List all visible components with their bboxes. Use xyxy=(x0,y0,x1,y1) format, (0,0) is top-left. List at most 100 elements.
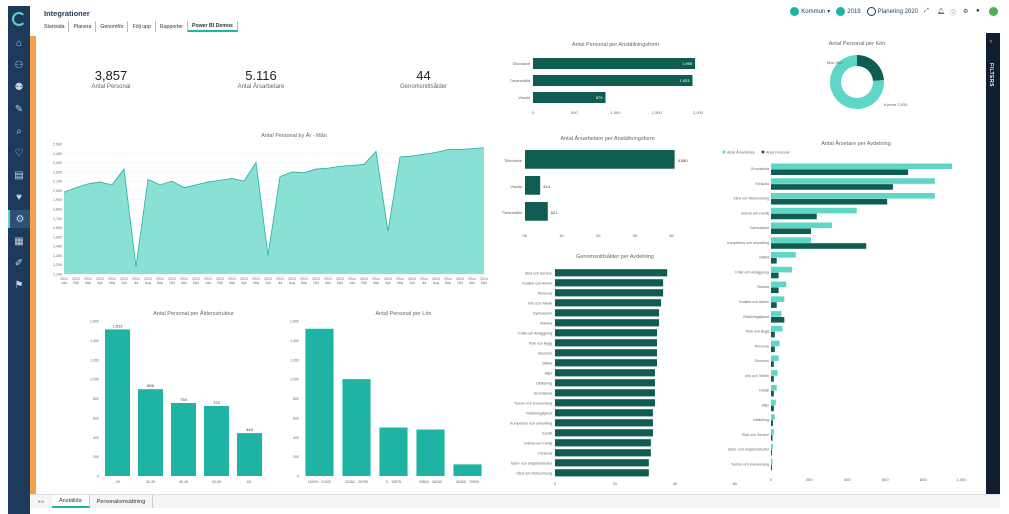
aldstr-x-tick: -29 xyxy=(115,480,120,484)
alder-bar xyxy=(555,339,657,347)
arsform-bar xyxy=(525,150,675,169)
tab-prev-icon[interactable]: ◂ ▸ xyxy=(37,498,45,505)
sidebar-org-icon[interactable]: ⚇ xyxy=(14,59,24,71)
area-y-tick: 1,200 xyxy=(53,263,62,267)
sidebar-home-icon[interactable]: ⌂ xyxy=(15,37,23,49)
aldstr-y-tick: 800 xyxy=(93,397,99,401)
avd-bar-arsarbetare xyxy=(771,207,857,214)
avd-bar-arsarbetare xyxy=(771,311,782,317)
arsform-tick-label: 3K xyxy=(633,233,638,238)
lon-y-tick: 1,200 xyxy=(290,358,299,362)
alder-category-label: Stöd och Service xyxy=(525,272,552,276)
nav-item-4[interactable]: Rapporter xyxy=(156,21,188,32)
lon-y-tick: 200 xyxy=(293,455,299,459)
area-x-tick-year: 2013 xyxy=(204,277,212,281)
pie-slice xyxy=(857,55,884,81)
avd-bar-arsarbetare xyxy=(771,237,811,243)
nav-item-0[interactable]: Startsida xyxy=(40,21,70,32)
form-data-label: 1,965 xyxy=(682,61,693,66)
alder-category-label: Fritid och Anläggning xyxy=(518,332,552,336)
area-x-tick-year: 2012 xyxy=(96,277,104,281)
bell-icon[interactable]: 🔔︎ xyxy=(937,9,945,15)
alder-bar xyxy=(555,289,664,297)
sidebar-search-icon[interactable]: ⌕ xyxy=(16,125,22,137)
kpi-personal: 3,857 Antal Personal xyxy=(71,68,151,90)
aldstr-y-tick: 1,400 xyxy=(90,339,99,343)
kpi-value: 44 xyxy=(416,68,431,83)
aldstr-y-tick: 1,600 xyxy=(90,320,99,324)
area-x-tick-year: 2012 xyxy=(132,277,140,281)
arsform-data-label: 4,080 xyxy=(678,158,689,163)
form-data-label: 1,933 xyxy=(679,78,690,83)
area-x-tick-year: 2012 xyxy=(156,277,164,281)
area-x-tick-year: 2013 xyxy=(216,277,224,281)
avd-category-label: Stöd och Service xyxy=(742,433,769,437)
circle-icon xyxy=(866,7,876,16)
sidebar-education-icon[interactable]: ⚑ xyxy=(14,279,24,291)
year-selector[interactable]: 2019 xyxy=(836,7,861,16)
tab-anstallda[interactable]: Anställda xyxy=(52,495,90,508)
form-tick-label: 0 xyxy=(532,110,535,115)
area-y-tick: 1,500 xyxy=(53,235,62,239)
org-selector[interactable]: Kommun ▾ xyxy=(790,7,830,16)
area-x-tick-month: Sep xyxy=(301,281,307,285)
gear-icon[interactable]: ⚙ xyxy=(963,9,969,15)
area-x-tick-month: Jul xyxy=(422,281,427,285)
sidebar-edit-icon[interactable]: ✐ xyxy=(14,257,24,269)
sidebar-people-icon[interactable]: ⚉ xyxy=(14,81,24,93)
sidebar-report-icon[interactable]: ⚙ xyxy=(8,210,30,228)
expand-icon[interactable]: ⤢ xyxy=(924,8,929,14)
tab-personalomsattning[interactable]: Personalomsättning xyxy=(90,495,154,508)
sidebar-heart-icon[interactable]: ♥ xyxy=(16,191,22,203)
avd-bar-personal xyxy=(771,257,777,264)
nav-item-2[interactable]: Genomför xyxy=(96,21,129,32)
sidebar-document-icon[interactable]: ▤ xyxy=(14,169,24,181)
aldstr-y-tick: 600 xyxy=(93,416,99,420)
sidebar-tools-icon[interactable]: ✎ xyxy=(14,103,24,115)
avd-bar-personal xyxy=(771,390,774,397)
avd-category-label: Barn- och Ungdomskultur xyxy=(728,448,770,452)
plan-selector[interactable]: Planering 2020 xyxy=(866,7,918,16)
area-x-tick-month: Sep xyxy=(157,281,163,285)
alder-category-label: Kansli xyxy=(542,432,552,436)
area-x-tick-year: 2013 xyxy=(324,277,332,281)
sidebar-health-icon[interactable]: ♡ xyxy=(14,147,24,159)
avd-bar-arsarbetare xyxy=(771,340,780,347)
form-category-label: Timanställd xyxy=(510,78,530,83)
area-y-tick: 1,400 xyxy=(53,245,62,249)
nav-item-1[interactable]: Planera xyxy=(69,21,97,32)
avd-category-label: Kansli xyxy=(759,389,769,393)
alder-tick-label: 40 xyxy=(673,481,678,486)
area-y-tick: 1,100 xyxy=(53,273,62,277)
form-chart-title: Antal Personal per Anställningsform xyxy=(572,42,660,48)
avd-bar-arsarbetare xyxy=(771,443,773,450)
alder-category-label: Måltid xyxy=(542,362,552,366)
legend-dot xyxy=(761,150,765,154)
nav-item-3[interactable]: Följ upp xyxy=(128,21,156,32)
area-x-tick-year: 2014 xyxy=(420,277,428,281)
avd-bar-arsarbetare xyxy=(771,178,935,184)
lon-y-tick: 600 xyxy=(293,416,299,420)
avd-bar-arsarbetare xyxy=(771,458,773,465)
area-x-tick-year: 2013 xyxy=(300,277,308,281)
area-x-tick-year: 2014 xyxy=(444,277,452,281)
alder-tick-label: 60 xyxy=(733,481,738,486)
filters-label: FILTERS xyxy=(988,63,994,87)
avd-category-label: Förskola xyxy=(755,182,769,186)
aldstr-y-tick: 200 xyxy=(93,455,99,459)
form-bar xyxy=(533,92,606,103)
area-x-tick-month: Jun xyxy=(121,281,127,285)
app-logo[interactable] xyxy=(12,12,26,26)
avd-bar-arsarbetare xyxy=(771,163,952,170)
charts-layer: Antal Personal per Anställningsform Tills… xyxy=(53,41,967,486)
nav-item-5[interactable]: Power BI Demos xyxy=(188,21,238,32)
help-icon[interactable] xyxy=(989,7,998,16)
chevron-left-icon[interactable]: ‹ xyxy=(990,39,992,45)
sidebar-chart-icon[interactable]: ▦ xyxy=(14,235,24,247)
form-tick-label: 500 xyxy=(571,110,578,115)
area-x-tick-month: Maj xyxy=(253,281,259,285)
user-icon[interactable]: ● xyxy=(976,8,980,14)
area-y-tick: 1,600 xyxy=(53,226,62,230)
info-icon[interactable]: ⓘ xyxy=(950,11,957,17)
filters-pane[interactable]: ‹ FILTERS xyxy=(986,33,1000,495)
